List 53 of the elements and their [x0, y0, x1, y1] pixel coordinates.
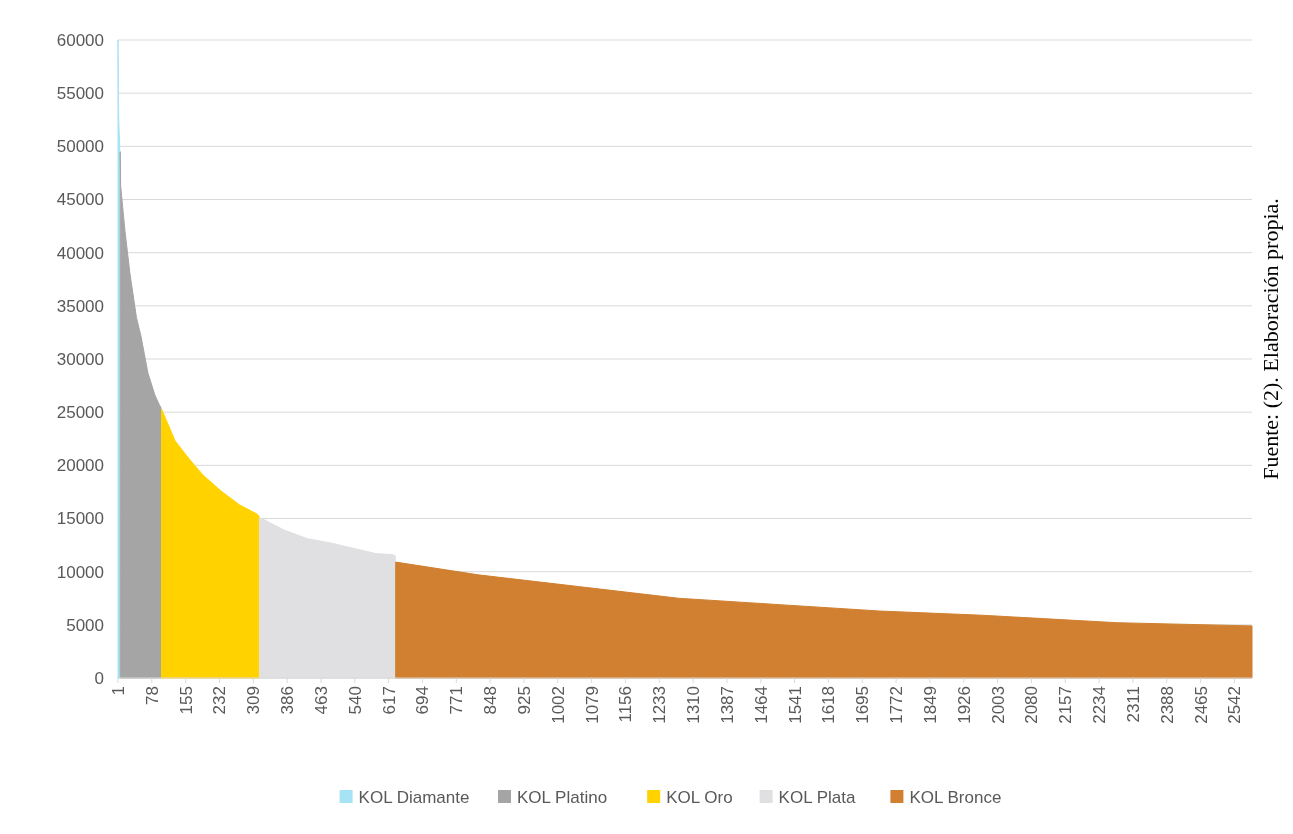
x-tick-label: 1772: [887, 686, 907, 724]
x-tick-label: 2003: [988, 686, 1008, 724]
x-tick-label: 925: [514, 686, 534, 715]
x-tick-label: 1079: [582, 686, 602, 724]
x-tick-label: 1695: [853, 686, 873, 724]
legend-label: KOL Platino: [517, 787, 608, 807]
x-tick-label: 1618: [819, 686, 839, 724]
y-tick-label: 35000: [56, 296, 104, 316]
legend-label: KOL Oro: [666, 787, 733, 807]
x-tick-label: 1310: [684, 686, 704, 724]
x-tick-label: 1: [108, 686, 128, 696]
x-tick-label: 1387: [717, 686, 737, 724]
x-tick-label: 2311: [1123, 686, 1143, 723]
y-tick-label: 60000: [56, 30, 104, 50]
x-tick-label: 2542: [1225, 686, 1245, 724]
x-tick-label: 78: [142, 686, 162, 705]
y-tick-label: 0: [94, 668, 104, 688]
x-tick-label: 1233: [650, 686, 670, 724]
y-tick-label: 45000: [56, 190, 104, 210]
x-tick-label: 1926: [954, 686, 974, 724]
x-tick-label: 694: [413, 686, 433, 715]
y-tick-label: 20000: [56, 456, 104, 476]
x-tick-label: 1002: [548, 686, 568, 724]
x-tick-label: 540: [345, 686, 365, 715]
source-note: Fuente: (2). Elaboración propia.: [1257, 198, 1283, 480]
x-tick-label: 2465: [1191, 686, 1211, 724]
x-tick-label: 2234: [1090, 686, 1110, 724]
x-tick-label: 2157: [1056, 686, 1076, 724]
x-tick-label: 771: [447, 686, 467, 715]
legend-label: KOL Diamante: [358, 787, 470, 807]
y-tick-label: 55000: [56, 84, 104, 104]
x-tick-label: 2080: [1022, 686, 1042, 724]
y-tick-label: 5000: [66, 615, 104, 635]
legend-label: KOL Plata: [778, 787, 856, 807]
legend-label: KOL Bronce: [909, 787, 1002, 807]
x-tick-label: 463: [311, 686, 331, 715]
y-tick-label: 10000: [56, 562, 104, 582]
x-tick-label: 1849: [920, 686, 940, 724]
y-tick-label: 40000: [56, 243, 104, 263]
y-tick-label: 15000: [56, 509, 104, 529]
x-tick-label: 386: [278, 686, 298, 715]
x-tick-label: 155: [176, 686, 196, 715]
x-tick-label: 617: [379, 686, 399, 715]
y-tick-label: 50000: [56, 137, 104, 157]
x-tick-label: 309: [244, 686, 264, 715]
x-tick-label: 1541: [785, 686, 805, 724]
x-tick-label: 2388: [1157, 686, 1177, 724]
x-tick-label: 848: [481, 686, 501, 715]
y-tick-label: 25000: [56, 403, 104, 423]
x-tick-label: 1464: [751, 686, 771, 724]
y-tick-label: 30000: [56, 349, 104, 369]
x-tick-label: 232: [210, 686, 230, 715]
x-tick-label: 1156: [616, 686, 636, 723]
